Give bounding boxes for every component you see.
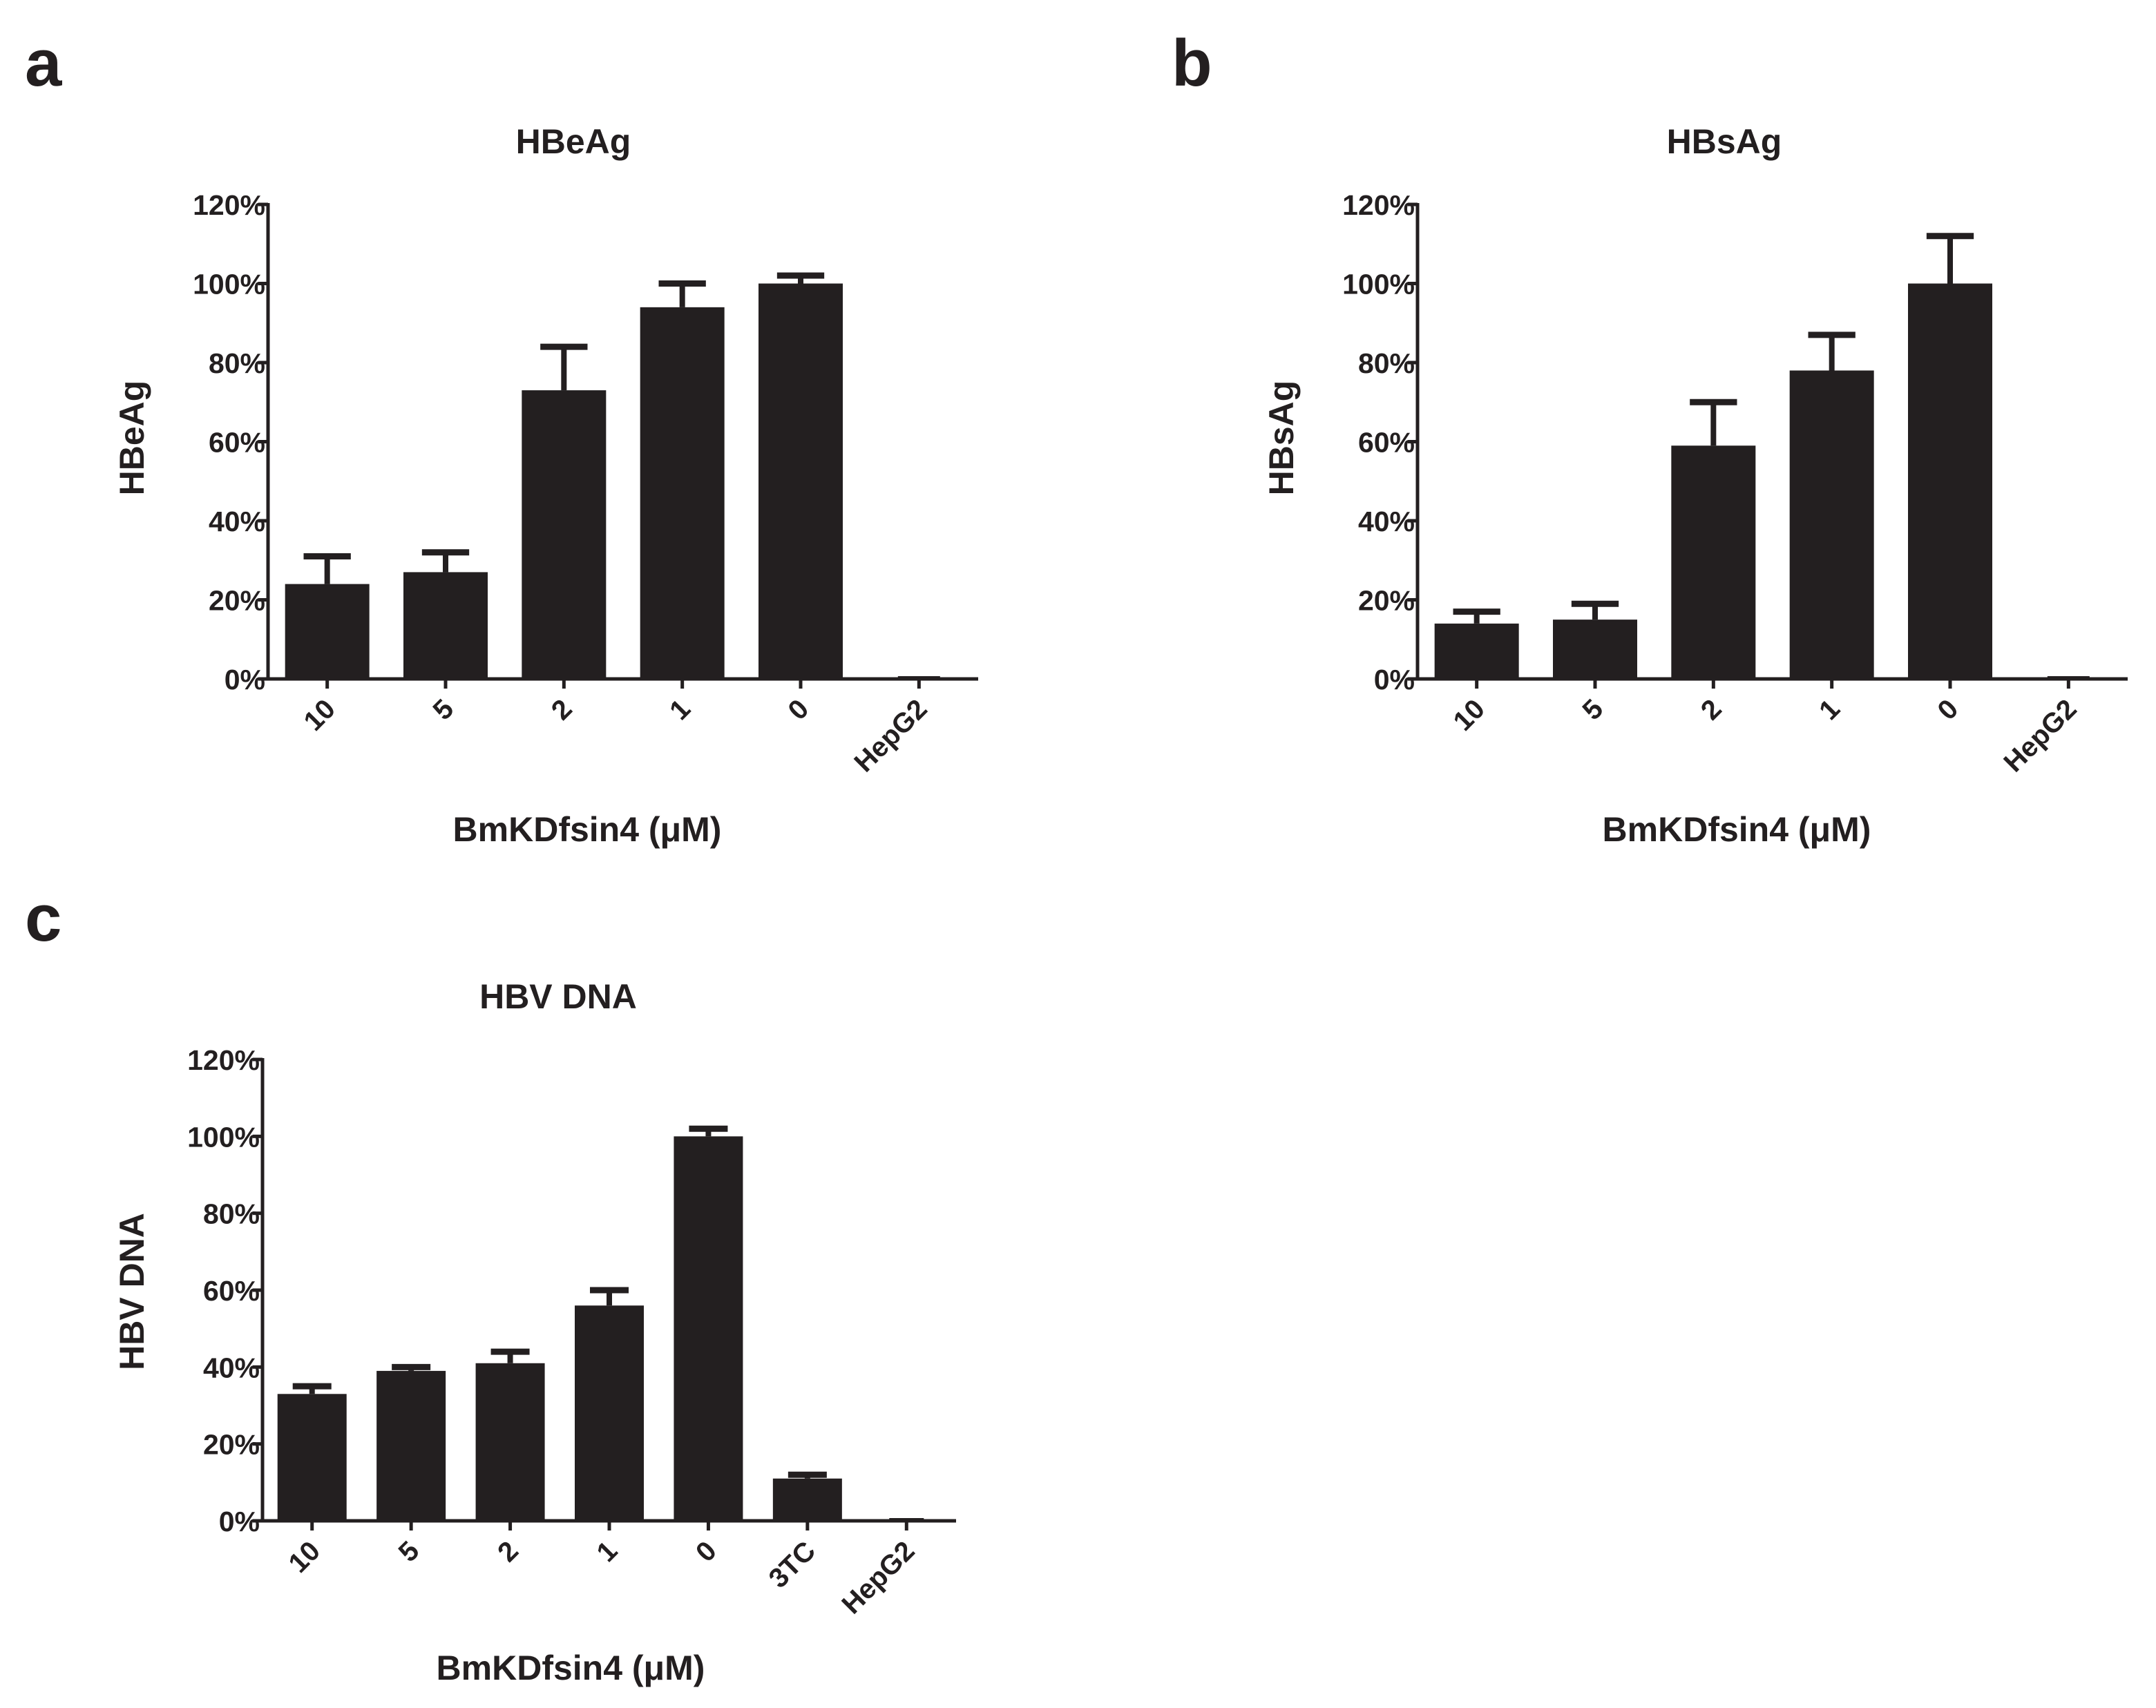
y-tick-label-a: 60%	[209, 427, 265, 459]
y-tick-label-c: 120%	[187, 1044, 260, 1076]
bar-c-1	[575, 1305, 644, 1521]
y-tick-label-c: 60%	[203, 1275, 260, 1307]
bar-a-5	[403, 572, 488, 679]
x-tick-label-c: 3TC	[763, 1535, 822, 1594]
x-tick-label-c: HepG2	[836, 1535, 920, 1620]
panel-letter-b: b	[1172, 26, 1212, 100]
y-tick-label-b: 40%	[1358, 506, 1415, 537]
y-tick-label-b: 20%	[1358, 585, 1415, 617]
x-tick-label-b: 2	[1695, 693, 1728, 726]
x-tick-label-a: 5	[428, 693, 460, 726]
x-tick-label-a: 2	[546, 693, 578, 726]
y-tick-label-b: 100%	[1342, 269, 1415, 300]
y-tick-label-c: 20%	[203, 1429, 260, 1461]
x-tick-label-a: 0	[783, 693, 815, 726]
x-tick-label-c: 5	[393, 1535, 426, 1568]
bar-b-0	[1908, 283, 1992, 679]
y-tick-label-b: 120%	[1342, 189, 1415, 221]
y-tick-label-c: 100%	[187, 1121, 260, 1153]
chart-title-b: HBsAg	[1667, 122, 1782, 161]
bar-c-3TC	[772, 1478, 842, 1521]
panel-c: c HBV DNA HBV DNA BmKDfsin4 (μM) 0% 20% 40…	[25, 881, 956, 1687]
bar-c-5	[376, 1370, 446, 1521]
x-tick-label-a: 10	[298, 693, 341, 737]
bar-b-10	[1434, 623, 1519, 679]
y-tick-label-a: 100%	[193, 269, 265, 300]
bar-a-0	[759, 283, 843, 679]
panel-letter-c: c	[25, 881, 61, 955]
panel-letter-a: a	[25, 26, 62, 100]
x-axis-label-a: BmKDfsin4 (μM)	[453, 810, 722, 849]
x-tick-label-b: 1	[1813, 693, 1846, 726]
chart-title-c: HBV DNA	[479, 977, 637, 1016]
bar-a-2	[522, 390, 607, 679]
x-tick-label-b: 0	[1932, 693, 1965, 726]
y-tick-label-c: 80%	[203, 1198, 260, 1230]
bar-b-5	[1553, 620, 1637, 679]
bar-b-2	[1671, 445, 1756, 679]
x-tick-label-b: HepG2	[1998, 693, 2082, 778]
y-tick-label-a: 120%	[193, 189, 265, 221]
x-tick-label-c: 2	[492, 1535, 524, 1568]
y-tick-label-a: 80%	[209, 347, 265, 379]
chart-title-a: HBeAg	[516, 122, 631, 161]
x-tick-label-c: 1	[591, 1535, 624, 1568]
panel-b: b HBsAg HBsAg BmKDfsin4 (μM) 0% 20% 40% 60%…	[1172, 26, 2128, 849]
bar-c-10	[277, 1394, 347, 1521]
plot-area-a: 0%20%40%60%80%100%120%10 5 2 1 0 HepG2	[193, 189, 978, 778]
x-axis-label-c: BmKDfsin4 (μM)	[437, 1649, 705, 1687]
x-tick-label-a: HepG2	[848, 693, 933, 778]
bar-c-0	[674, 1136, 743, 1521]
y-tick-label-a: 40%	[209, 506, 265, 537]
plot-area-c: 0%20%40%60%80%100%120%10 5 2 1 0 3TC HepG2	[187, 1044, 956, 1620]
y-axis-label-a: HBeAg	[113, 381, 151, 496]
y-tick-label-c: 0%	[219, 1506, 260, 1537]
x-tick-label-a: 1	[664, 693, 696, 726]
bar-a-1	[640, 307, 725, 680]
y-tick-label-a: 20%	[209, 585, 265, 617]
x-tick-label-c: 0	[690, 1535, 723, 1568]
bar-c-2	[475, 1363, 545, 1521]
bar-a-10	[285, 584, 370, 679]
y-axis-label-b: HBsAg	[1262, 381, 1301, 496]
y-tick-label-b: 0%	[1374, 664, 1415, 695]
y-tick-label-b: 60%	[1358, 427, 1415, 459]
y-tick-label-b: 80%	[1358, 347, 1415, 379]
plot-area-b: 0%20%40%60%80%100%120%10 5 2 1 0 HepG2	[1342, 189, 2128, 778]
y-axis-label-c: HBV DNA	[113, 1213, 151, 1370]
y-tick-label-c: 40%	[203, 1352, 260, 1383]
x-tick-label-c: 10	[283, 1535, 326, 1579]
y-tick-label-a: 0%	[225, 664, 265, 695]
x-axis-label-b: BmKDfsin4 (μM)	[1603, 810, 1871, 849]
x-tick-label-b: 10	[1447, 693, 1491, 737]
x-tick-label-b: 5	[1577, 693, 1610, 726]
panel-a: a HBeAg HBeAg BmKDfsin4 (μM) 0% 20% 40% 60%…	[25, 26, 978, 849]
bar-b-1	[1789, 370, 1874, 679]
